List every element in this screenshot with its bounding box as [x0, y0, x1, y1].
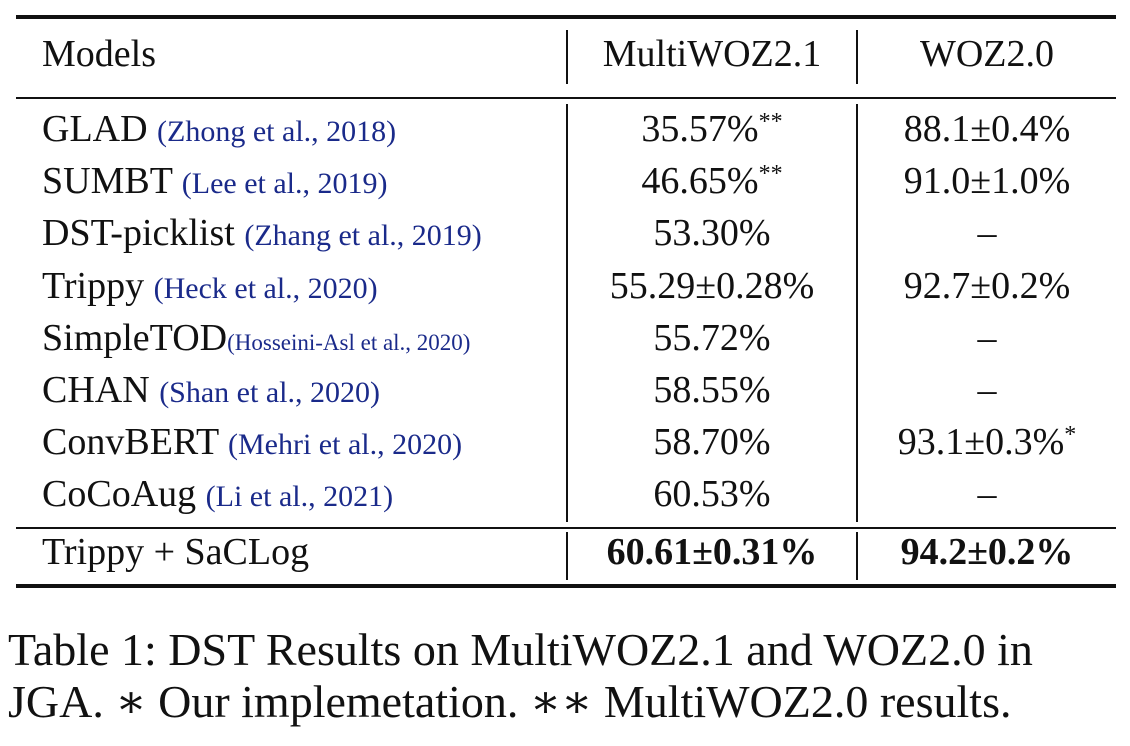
- column-divider: [566, 532, 568, 580]
- model-cell: ConvBERT (Mehri et al., 2020): [42, 415, 462, 469]
- woz-score: –: [977, 316, 997, 359]
- model-name: CHAN: [42, 369, 150, 411]
- table-header-row: Models MultiWOZ2.1 WOZ2.0: [0, 27, 1130, 81]
- citation-link[interactable]: (Heck et al., 2020): [153, 271, 378, 305]
- footnote-marker: **: [758, 109, 783, 135]
- multiwoz-score: 58.70%: [653, 421, 771, 464]
- table-row: SimpleTOD(Hosseini-Asl et al., 2020) 55.7…: [0, 311, 1130, 365]
- woz-cell: 88.1±0.4%: [858, 102, 1116, 156]
- citation-link[interactable]: (Li et al., 2021): [205, 480, 394, 514]
- woz-score: 93.1±0.3%: [897, 421, 1065, 464]
- multiwoz-cell: 55.72%: [568, 311, 856, 365]
- footnote-marker: **: [758, 161, 783, 188]
- table-header-rule: [16, 97, 1116, 99]
- column-divider: [566, 104, 568, 522]
- multiwoz-cell: 46.65%**: [568, 154, 856, 208]
- citation-link[interactable]: (Hosseini-Asl et al., 2020): [227, 329, 471, 355]
- model-name: Trippy + SaCLog: [42, 531, 310, 573]
- multiwoz-cell: 58.55%: [568, 363, 856, 417]
- citation-link[interactable]: (Zhong et al., 2018): [157, 115, 397, 148]
- woz-score: –: [977, 212, 997, 255]
- footnote-marker: *: [1064, 422, 1077, 449]
- table-row: CoCoAug (Li et al., 2021) 60.53% –: [0, 467, 1130, 521]
- multiwoz-score: 55.72%: [653, 316, 771, 359]
- woz-cell: –: [858, 311, 1116, 365]
- model-name: SUMBT: [42, 160, 173, 203]
- model-cell: Trippy (Heck et al., 2020): [42, 259, 378, 313]
- woz-cell: –: [858, 206, 1116, 260]
- citation-link[interactable]: (Lee et al., 2019): [181, 167, 388, 201]
- table-row: Trippy (Heck et al., 2020) 55.29±0.28% 92.…: [0, 259, 1130, 313]
- model-cell: CoCoAug (Li et al., 2021): [42, 467, 393, 521]
- model-name: GLAD: [42, 108, 148, 150]
- multiwoz-score: 53.30%: [653, 212, 771, 255]
- multiwoz-cell: 60.53%: [568, 467, 856, 521]
- woz-score: 94.2±0.2%: [900, 531, 1074, 573]
- woz-score: –: [977, 473, 997, 516]
- multiwoz-cell: 58.70%: [568, 415, 856, 469]
- multiwoz-score: 55.29±0.28%: [609, 264, 815, 307]
- header-multiwoz: MultiWOZ2.1: [602, 33, 822, 75]
- caption-line: Table 1: DST Results on MultiWOZ2.1 and …: [8, 624, 1033, 675]
- multiwoz-cell: 53.30%: [568, 206, 856, 260]
- table-row: DST-picklist (Zhang et al., 2019) 53.30% –: [0, 206, 1130, 260]
- table-row: GLAD (Zhong et al., 2018) 35.57%** 88.1±0.…: [0, 102, 1130, 156]
- table-top-rule: [16, 15, 1116, 19]
- multiwoz-score: 46.65%: [641, 160, 759, 203]
- model-name: SimpleTOD: [42, 316, 228, 359]
- model-cell: SimpleTOD(Hosseini-Asl et al., 2020): [42, 311, 470, 365]
- table-row: ConvBERT (Mehri et al., 2020) 58.70% 93.1±…: [0, 415, 1130, 469]
- woz-score: 88.1±0.4%: [903, 108, 1071, 150]
- column-divider: [856, 30, 858, 84]
- model-name: Trippy: [42, 264, 145, 307]
- table-row-ours: Trippy + SaCLog 60.61±0.31% 94.2±0.2%: [0, 525, 1130, 579]
- header-woz: WOZ2.0: [919, 33, 1055, 75]
- model-cell: GLAD (Zhong et al., 2018): [42, 102, 396, 156]
- multiwoz-score: 35.57%: [641, 108, 759, 150]
- column-divider: [856, 104, 858, 522]
- column-divider: [856, 532, 858, 580]
- citation-link[interactable]: (Mehri et al., 2020): [228, 428, 463, 462]
- woz-score: 91.0±1.0%: [903, 160, 1071, 203]
- column-divider: [566, 30, 568, 84]
- model-cell: CHAN (Shan et al., 2020): [42, 363, 380, 417]
- woz-cell: –: [858, 467, 1116, 521]
- citation-link[interactable]: (Zhang et al., 2019): [244, 219, 482, 253]
- table-row: CHAN (Shan et al., 2020) 58.55% –: [0, 363, 1130, 417]
- table-row: SUMBT (Lee et al., 2019) 46.65%** 91.0±1.0…: [0, 154, 1130, 208]
- model-name: DST-picklist: [42, 212, 235, 255]
- model-cell: SUMBT (Lee et al., 2019): [42, 154, 388, 208]
- multiwoz-cell: 35.57%**: [568, 102, 856, 156]
- woz-cell: 91.0±1.0%: [858, 154, 1116, 208]
- multiwoz-score: 60.61±0.31%: [606, 531, 818, 573]
- woz-cell: 92.7±0.2%: [858, 259, 1116, 313]
- woz-cell: 93.1±0.3%*: [858, 415, 1116, 469]
- header-models: Models: [42, 33, 156, 75]
- table-caption: Table 1: DST Results on MultiWOZ2.1 and …: [8, 624, 1124, 728]
- caption-line: JGA. ∗ Our implemetation. ∗∗ MultiWOZ2.0…: [8, 676, 1012, 727]
- table-ours-rule: [16, 527, 1116, 529]
- table-bottom-rule: [16, 584, 1116, 588]
- model-cell: DST-picklist (Zhang et al., 2019): [42, 206, 482, 260]
- multiwoz-cell: 55.29±0.28%: [568, 259, 856, 313]
- multiwoz-score: 60.53%: [653, 473, 771, 516]
- multiwoz-score: 58.55%: [653, 369, 771, 411]
- woz-score: 92.7±0.2%: [903, 264, 1071, 307]
- woz-cell: –: [858, 363, 1116, 417]
- woz-score: –: [977, 369, 997, 411]
- model-name: CoCoAug: [42, 473, 197, 516]
- model-name: ConvBERT: [42, 421, 219, 464]
- citation-link[interactable]: (Shan et al., 2020): [159, 376, 380, 409]
